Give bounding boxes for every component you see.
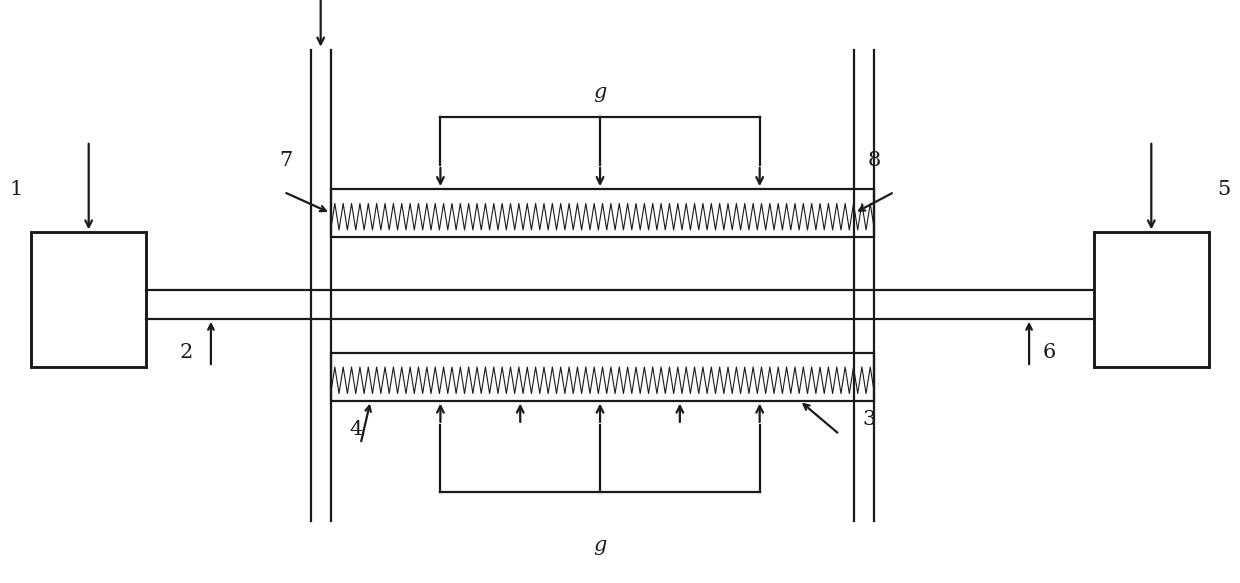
Text: 6: 6	[1043, 343, 1055, 362]
Text: 1: 1	[10, 180, 24, 199]
Bar	[1094, 233, 1209, 367]
Text: 8: 8	[868, 150, 882, 170]
Text: g: g	[594, 83, 606, 102]
Bar	[31, 233, 146, 367]
Text: 4: 4	[348, 420, 362, 439]
Text: 7: 7	[279, 150, 293, 170]
Bar	[331, 353, 874, 401]
Text: g: g	[594, 536, 606, 554]
Text: 3: 3	[863, 410, 877, 430]
Bar	[331, 189, 874, 237]
Text: 5: 5	[1216, 180, 1230, 199]
Text: 2: 2	[180, 343, 192, 362]
